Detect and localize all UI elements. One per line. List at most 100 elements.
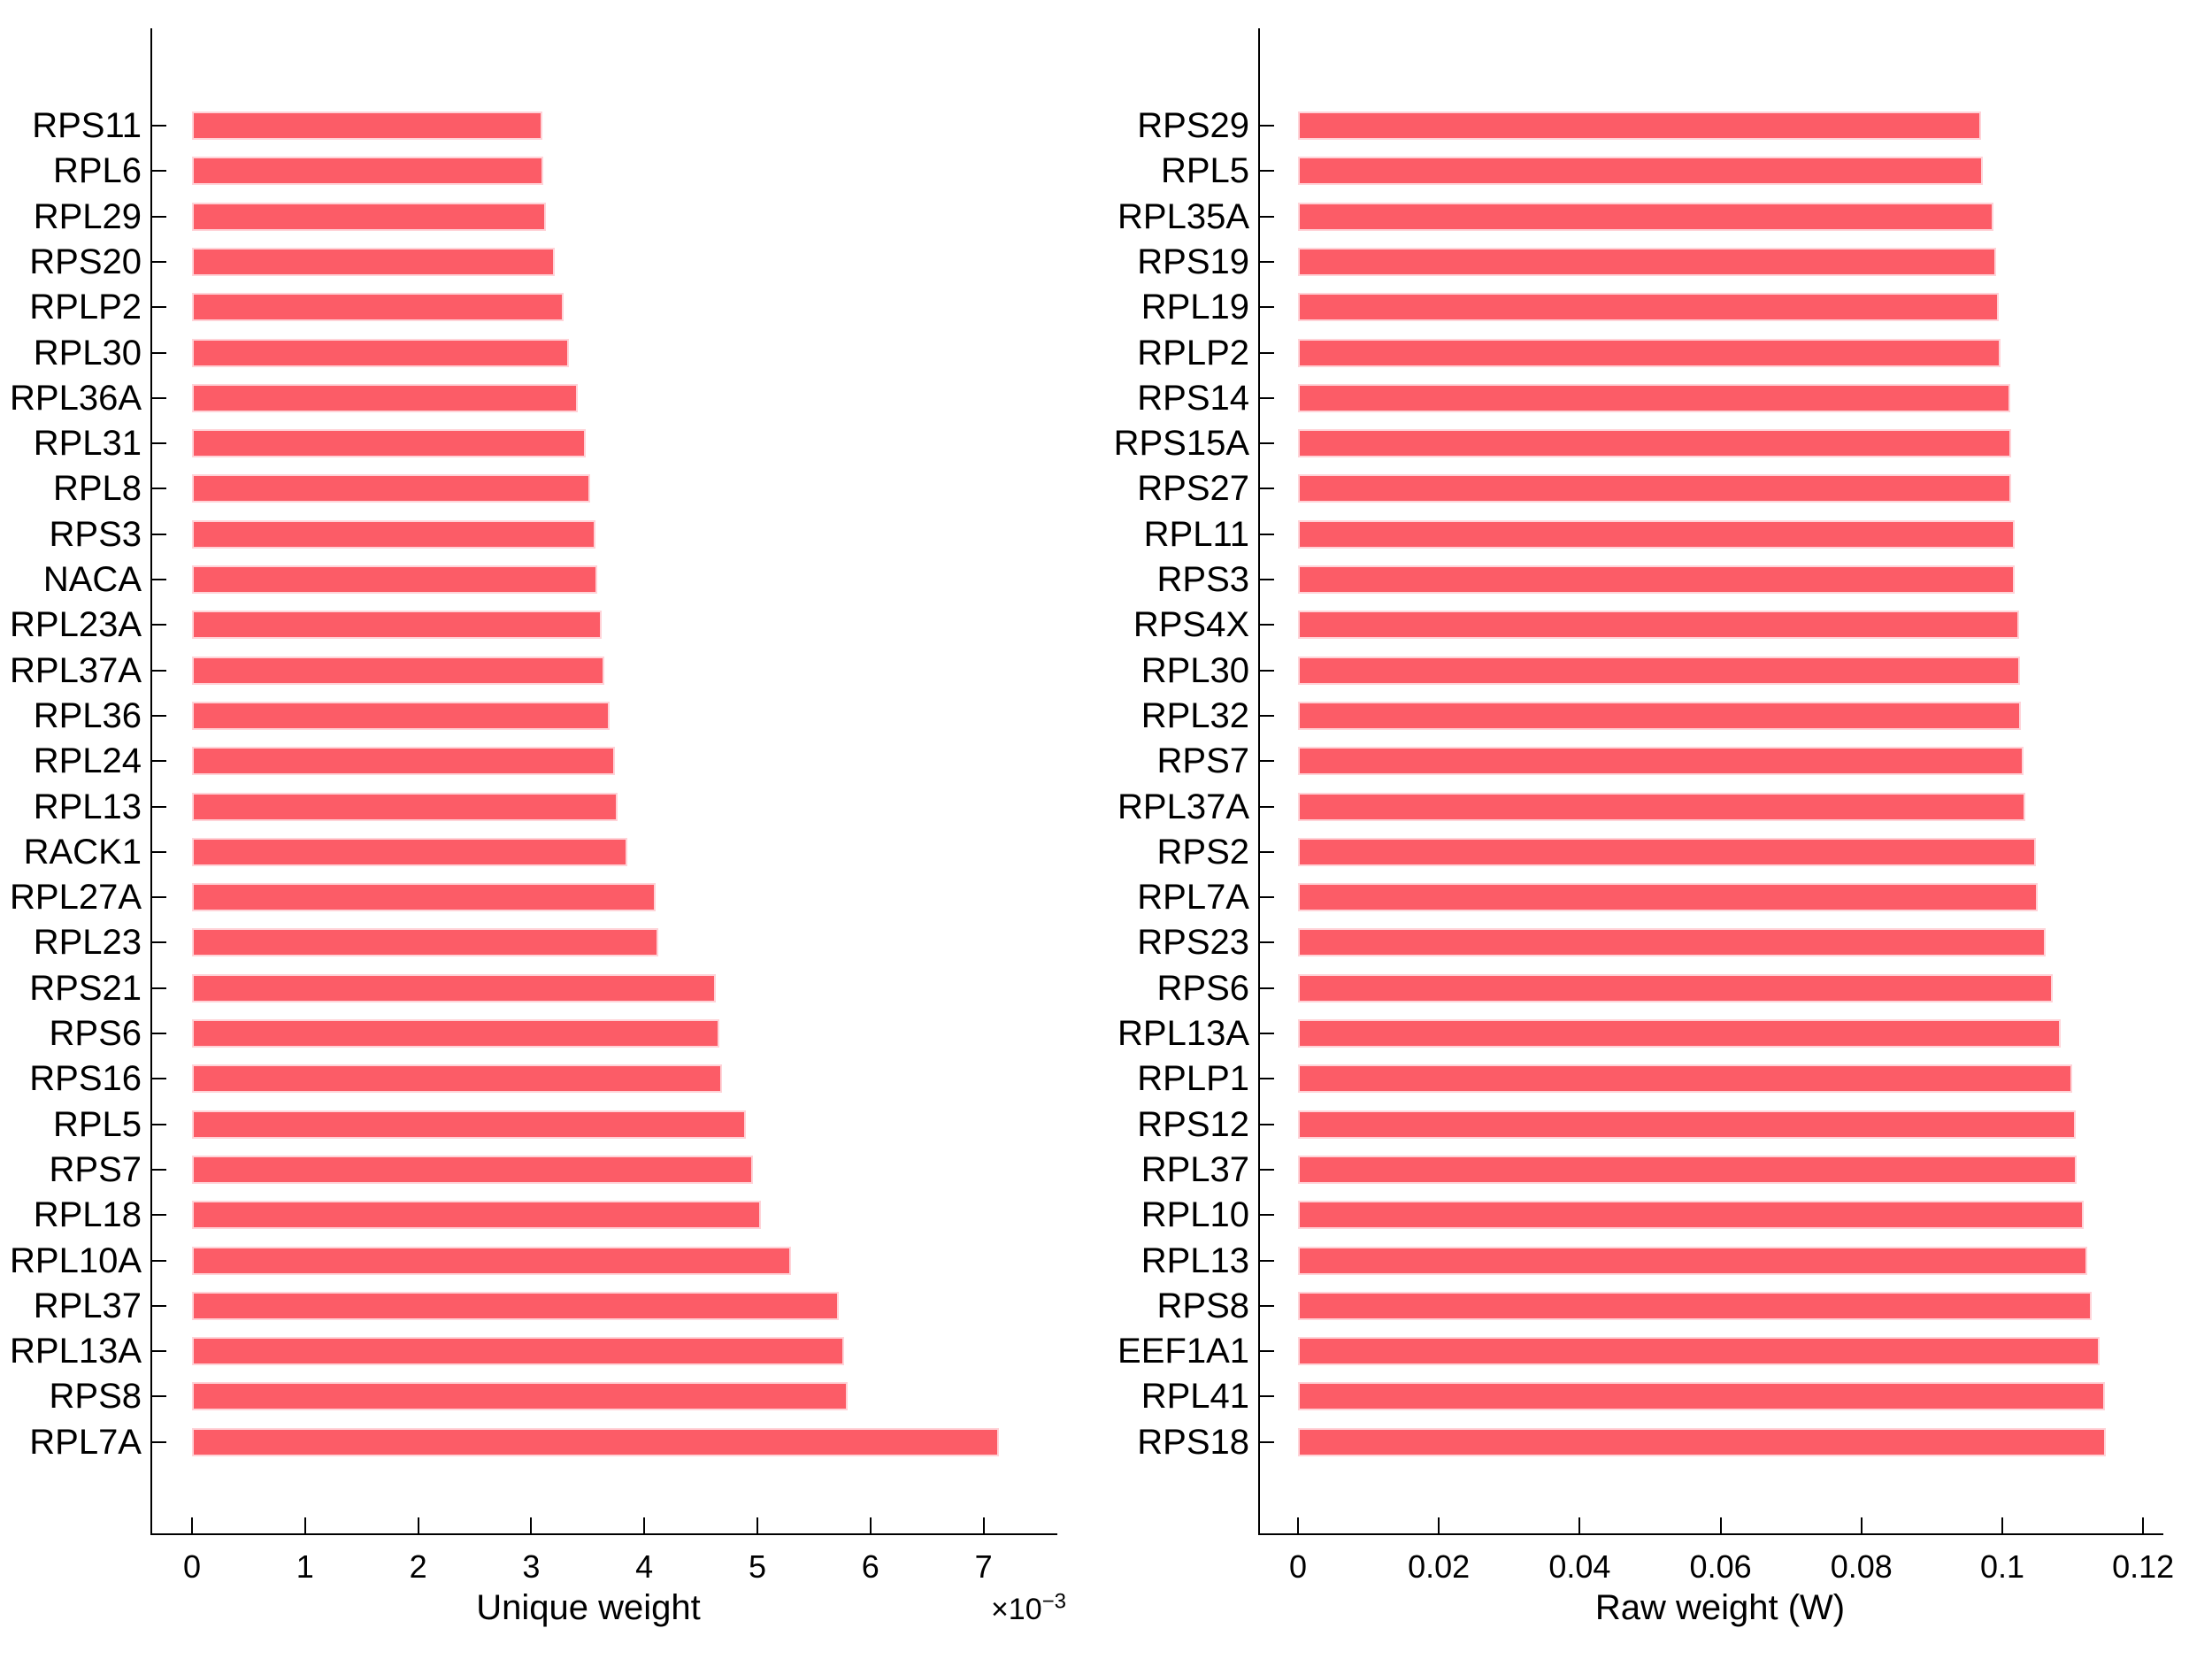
bar bbox=[192, 1246, 792, 1275]
bar bbox=[1298, 973, 2053, 1002]
y-axis-label: RPL13A bbox=[10, 1332, 142, 1371]
bar bbox=[1298, 111, 1982, 140]
bar bbox=[1298, 157, 1983, 186]
x-tick bbox=[1719, 1517, 1722, 1533]
bar bbox=[1298, 1201, 2085, 1230]
bar bbox=[192, 1291, 840, 1320]
y-tick bbox=[152, 1123, 166, 1125]
x-tick-label: 0 bbox=[1288, 1548, 1308, 1585]
y-axis-label: RPS7 bbox=[1156, 741, 1250, 781]
y-tick bbox=[1260, 896, 1274, 899]
y-tick bbox=[1260, 260, 1274, 263]
y-tick bbox=[1260, 1214, 1274, 1217]
y-axis-label: RPS8 bbox=[1156, 1286, 1250, 1325]
bar bbox=[1298, 701, 2021, 730]
y-axis-label: RPL24 bbox=[33, 741, 142, 781]
x-tick-label: 0.12 bbox=[2112, 1548, 2175, 1585]
y-tick bbox=[152, 805, 166, 808]
y-axis-label: RPLP2 bbox=[29, 288, 142, 327]
y-tick bbox=[152, 351, 166, 354]
bar bbox=[192, 1064, 723, 1094]
y-tick bbox=[1260, 1168, 1274, 1171]
bar bbox=[192, 1110, 747, 1139]
bar bbox=[1298, 474, 2012, 503]
bar bbox=[1298, 247, 1996, 276]
bar bbox=[1298, 1382, 2106, 1411]
y-tick bbox=[1260, 1395, 1274, 1398]
bar bbox=[192, 656, 605, 685]
y-tick bbox=[152, 624, 166, 626]
x-tick bbox=[2142, 1517, 2145, 1533]
x-tick bbox=[869, 1517, 872, 1533]
y-axis-label: RPS16 bbox=[29, 1059, 142, 1099]
bar bbox=[1298, 338, 2001, 367]
y-tick bbox=[152, 260, 166, 263]
bar bbox=[1298, 1064, 2072, 1094]
bar bbox=[192, 701, 610, 730]
y-axis-label: RPS6 bbox=[1156, 968, 1250, 1008]
y-axis-label: RPS11 bbox=[32, 106, 142, 145]
y-axis-label: RPL13A bbox=[1118, 1014, 1249, 1053]
y-axis-label: RPL37 bbox=[1141, 1149, 1249, 1189]
x-tick bbox=[1297, 1517, 1299, 1533]
x-tick-label: 0.02 bbox=[1408, 1548, 1471, 1585]
bar bbox=[1298, 837, 2037, 866]
x-tick bbox=[1438, 1517, 1440, 1533]
y-axis-label: RPL23 bbox=[33, 923, 142, 963]
y-tick bbox=[1260, 987, 1274, 989]
y-tick bbox=[1260, 1304, 1274, 1307]
bar bbox=[1298, 1291, 2093, 1320]
y-tick bbox=[152, 987, 166, 989]
y-axis-label: RPLP2 bbox=[1137, 333, 1249, 373]
y-tick bbox=[1260, 941, 1274, 944]
x-tick bbox=[191, 1517, 193, 1533]
x-axis-label: Unique weight bbox=[476, 1588, 701, 1627]
y-axis-label: RPS2 bbox=[1156, 832, 1250, 872]
y-tick bbox=[1260, 125, 1274, 127]
y-tick bbox=[1260, 1033, 1274, 1034]
plot-area bbox=[150, 28, 1057, 1535]
bar bbox=[1298, 202, 1993, 231]
bar bbox=[1298, 883, 2038, 912]
bar bbox=[192, 1427, 1000, 1456]
bar bbox=[1298, 1246, 2088, 1275]
bar bbox=[192, 1337, 845, 1366]
bar bbox=[1298, 293, 2000, 322]
y-axis-label: RPS3 bbox=[49, 514, 142, 554]
x-tick bbox=[757, 1517, 758, 1533]
y-tick bbox=[1260, 805, 1274, 808]
y-axis-label: RPL36 bbox=[33, 695, 142, 735]
y-axis-label: RPS18 bbox=[1137, 1422, 1249, 1462]
x-tick bbox=[303, 1517, 306, 1533]
x-tick-label: 6 bbox=[861, 1548, 879, 1585]
bar bbox=[192, 429, 586, 458]
y-axis-label: RPL8 bbox=[52, 469, 142, 509]
bar bbox=[192, 1019, 719, 1048]
bar bbox=[192, 1382, 849, 1411]
y-axis-label: RPS15A bbox=[1113, 424, 1249, 464]
y-axis-label: RPL7A bbox=[1137, 878, 1249, 918]
y-axis-label: RPS6 bbox=[49, 1014, 142, 1053]
y-tick bbox=[1260, 1078, 1274, 1080]
x-tick-label: 3 bbox=[522, 1548, 541, 1585]
bar bbox=[1298, 1427, 2106, 1456]
y-axis-label: RPL10 bbox=[1141, 1195, 1249, 1235]
bar bbox=[1298, 747, 2024, 776]
multiplier-exponent: −3 bbox=[1041, 1589, 1066, 1614]
y-tick bbox=[1260, 170, 1274, 173]
y-tick bbox=[152, 170, 166, 173]
y-axis-label: RPS14 bbox=[1137, 378, 1249, 418]
y-axis-label: RPL35A bbox=[1118, 196, 1249, 236]
y-axis-label: RPL13 bbox=[33, 787, 142, 826]
y-tick bbox=[152, 306, 166, 309]
bar bbox=[192, 1155, 753, 1184]
bar bbox=[1298, 656, 2020, 685]
bar bbox=[192, 383, 578, 412]
y-tick bbox=[1260, 579, 1274, 580]
bar bbox=[1298, 792, 2026, 821]
y-axis-label: RPS21 bbox=[29, 968, 142, 1008]
y-tick bbox=[152, 1440, 166, 1443]
y-axis-label: RPL23A bbox=[10, 605, 142, 645]
x-axis-label: Raw weight (W) bbox=[1594, 1588, 1846, 1627]
